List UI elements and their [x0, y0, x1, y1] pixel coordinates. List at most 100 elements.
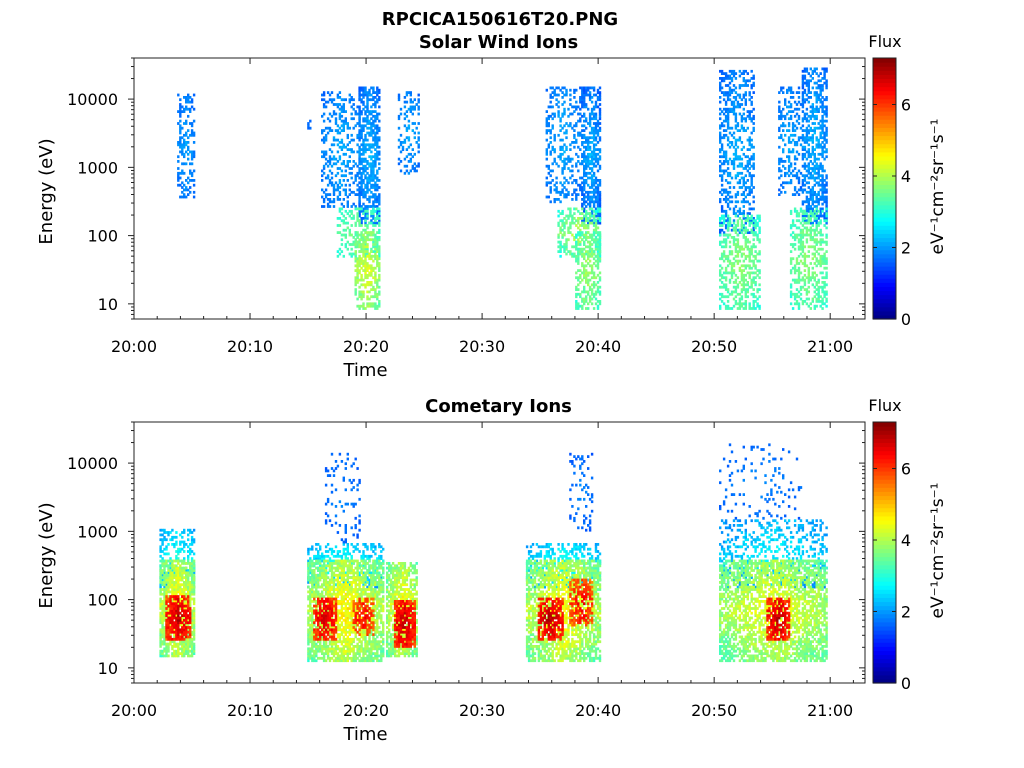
spectrogram-cell	[161, 533, 164, 537]
spectrogram-cell	[722, 259, 726, 263]
panel-title: Cometary Ions	[425, 396, 572, 417]
spectrogram-cell	[545, 164, 548, 168]
spectrogram-cell	[742, 252, 745, 256]
spectrogram-cell	[372, 205, 375, 208]
spectrogram-cell	[590, 266, 594, 270]
spectrogram-cell	[366, 266, 369, 270]
x-tick-label: 20:10	[227, 337, 273, 356]
spectrogram-cell	[374, 105, 377, 109]
spectrogram-cell	[358, 262, 361, 265]
spectrogram-cell	[590, 209, 594, 213]
spectrogram-cell	[346, 202, 349, 206]
spectrogram-cell	[362, 195, 365, 199]
spectrogram-cell	[825, 240, 828, 244]
spectrogram-cell	[563, 176, 566, 180]
spectrogram-cell	[344, 188, 347, 192]
spectrogram-cell	[722, 136, 726, 140]
spectrogram-cell	[362, 247, 365, 251]
spectrogram-cell	[326, 100, 330, 104]
spectrogram-cell	[374, 276, 377, 280]
spectrogram-cell	[583, 174, 586, 178]
spectrogram-cell	[752, 91, 755, 94]
spectrogram-cell	[567, 114, 570, 118]
spectrogram-cell	[364, 133, 367, 137]
spectrogram-cell	[366, 224, 369, 227]
spectrogram-cell	[190, 179, 194, 182]
spectrogram-cell	[581, 304, 584, 308]
spectrogram-cell	[356, 219, 359, 223]
spectrogram-cell	[748, 273, 751, 277]
spectrogram-cell	[719, 269, 722, 272]
spectrogram-cell	[583, 302, 586, 306]
spectrogram-cell	[825, 69, 828, 73]
spectrogram-cell	[348, 243, 351, 246]
spectrogram-cell	[557, 236, 560, 239]
spectrogram-cell	[358, 271, 361, 275]
spectrogram-cell	[378, 221, 381, 225]
spectrogram-cell	[571, 214, 574, 218]
spectrogram-cell	[360, 221, 363, 225]
spectrogram-cell	[352, 138, 355, 142]
spectrogram-cell	[366, 269, 369, 272]
spectrogram-cell	[571, 157, 574, 161]
spectrogram-cell	[561, 148, 564, 151]
spectrogram-cell	[324, 105, 328, 109]
spectrogram-cell	[567, 181, 570, 185]
spectrogram-cell	[364, 262, 367, 265]
spectrogram-cell	[370, 143, 373, 147]
spectrogram-cell	[192, 647, 196, 651]
spectrogram-cell	[795, 119, 799, 123]
spectrogram-cell	[309, 126, 312, 130]
spectrogram-cell	[342, 105, 345, 109]
spectrogram-cell	[726, 143, 730, 147]
spectrogram-cell	[592, 136, 596, 140]
spectrogram-cell	[581, 198, 584, 201]
spectrogram-cell	[583, 157, 586, 161]
spectrogram-cell	[346, 205, 349, 208]
spectrogram-cell	[598, 214, 602, 218]
spectrogram-cell	[370, 283, 373, 287]
spectrogram-cell	[596, 200, 600, 204]
spectrogram-cell	[801, 157, 805, 161]
spectrogram-cell	[811, 198, 814, 201]
spectrogram-cell	[376, 221, 379, 225]
spectrogram-cell	[183, 145, 186, 149]
spectrogram-cell	[159, 554, 162, 558]
spectrogram-cell	[738, 292, 742, 296]
spectrogram-cell	[782, 122, 785, 125]
spectrogram-cell	[811, 105, 814, 109]
spectrogram-cell	[742, 126, 745, 130]
spectrogram-cell	[592, 150, 596, 154]
spectrogram-cell	[413, 169, 416, 173]
spectrogram-cell	[583, 257, 586, 261]
spectrogram-cell	[372, 254, 375, 258]
spectrogram-cell	[719, 107, 722, 111]
spectrogram-cell	[326, 202, 330, 206]
spectrogram-cell	[598, 138, 602, 142]
spectrogram-cells	[177, 67, 828, 310]
spectrogram-cell	[750, 252, 753, 256]
spectrogram-cell	[354, 124, 357, 128]
spectrogram-cell	[366, 217, 369, 220]
spectrogram-cell	[397, 96, 401, 99]
spectrogram-cell	[360, 273, 363, 277]
spectrogram-cell	[372, 285, 375, 289]
spectrogram-cell	[330, 129, 334, 132]
spectrogram-cell	[583, 288, 586, 291]
spectrogram-cell	[575, 195, 578, 199]
spectrogram-cell	[581, 129, 584, 132]
spectrogram-cell	[750, 228, 753, 232]
spectrogram-cell	[592, 262, 596, 265]
spectrogram-cell	[748, 257, 751, 261]
spectrogram-cell	[348, 233, 351, 237]
spectrogram-cell	[730, 200, 734, 204]
spectrogram-cell	[362, 209, 365, 213]
spectrogram-cell	[348, 141, 351, 144]
spectrogram-cell	[370, 145, 373, 149]
spectrogram-cell	[190, 174, 194, 178]
spectrogram-cell	[181, 148, 184, 151]
spectrogram-cell	[350, 96, 353, 99]
spectrogram-cell	[815, 100, 818, 104]
spectrogram-cell	[358, 160, 361, 163]
spectrogram-cell	[795, 157, 799, 161]
